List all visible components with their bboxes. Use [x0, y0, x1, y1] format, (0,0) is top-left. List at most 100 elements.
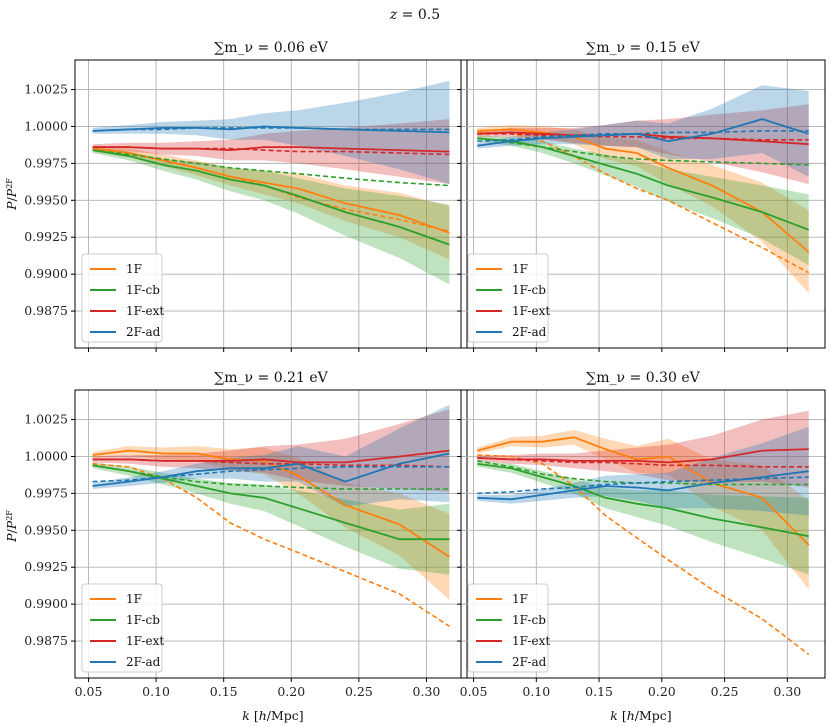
plot-area [477, 410, 810, 656]
x-tick-label: 0.20 [648, 684, 676, 699]
y-tick-label: 0.9975 [24, 485, 68, 500]
axes-frame [74, 389, 468, 679]
solid-line-1F [477, 436, 810, 546]
legend-label-1F-ext: 1F-ext [126, 634, 164, 648]
band-2F-ad [477, 85, 809, 177]
panel-3: 0.05 0.10 0.15 0.20 0.25 0.30 0.9875 0.9900 0.99… [24, 370, 468, 699]
solid-line-1F-cb [477, 137, 810, 231]
legend-label-1F: 1F [126, 592, 142, 606]
axes-frame [74, 59, 468, 349]
band-1F-ext [92, 409, 450, 492]
dashed-line-2F-ad [92, 465, 450, 483]
y-tick-label: 1.0025 [24, 412, 68, 427]
band-2F-ad [477, 426, 809, 516]
ylabel-top: P/P2F [4, 178, 19, 211]
legend-box [467, 583, 549, 673]
y-tick-label: 0.9950 [24, 192, 68, 207]
band-1F-ext [92, 119, 450, 185]
y-tick-label: 0.9950 [24, 522, 68, 537]
y-tick-label: 1.0000 [24, 448, 68, 463]
panel-title: ∑m_ν = 0.30 eV [586, 370, 700, 386]
band-1F-cb [92, 147, 450, 285]
dashed-line-1F [92, 463, 450, 627]
legend-box [81, 253, 163, 343]
x-tick-label: 0.20 [277, 684, 305, 699]
legend-label-1F-ext: 1F-ext [512, 634, 550, 648]
y-tick-label: 1.0000 [24, 118, 68, 133]
solid-line-1F-ext [92, 146, 450, 153]
band-1F-ext [477, 410, 809, 488]
y-tick-label: 0.9900 [24, 596, 68, 611]
x-tick-label: 0.25 [711, 684, 739, 699]
plot-area [92, 404, 450, 627]
y-tick-label: 0.9925 [24, 559, 68, 574]
x-tick-label: 0.25 [345, 684, 373, 699]
legend-box [81, 583, 163, 673]
band-1F [477, 125, 809, 294]
x-tick-label: 0.05 [460, 684, 488, 699]
solid-line-1F-ext [92, 449, 450, 464]
solid-line-2F-ad [92, 452, 450, 487]
xlabel-left: k [h/Mpc] [242, 708, 303, 723]
legend-label-2F-ad: 2F-ad [126, 655, 161, 669]
y-tick-label: 0.9875 [24, 303, 68, 318]
x-tick-label: 0.30 [773, 684, 801, 699]
solid-line-2F-ad [477, 118, 809, 147]
band-2F-ad [92, 80, 450, 185]
band-1F-cb [477, 135, 809, 266]
y-tick-label: 0.9875 [24, 633, 68, 648]
dashed-line-1F-cb [92, 464, 450, 490]
x-tick-label: 0.15 [210, 684, 238, 699]
legend-label-1F-cb: 1F-cb [126, 283, 160, 297]
legend-label-1F-ext: 1F-ext [126, 304, 164, 318]
axes-frame [460, 389, 826, 679]
band-1F-cb [92, 462, 450, 575]
solid-line-1F-cb [92, 464, 450, 541]
legend-label-2F-ad: 2F-ad [126, 325, 161, 339]
legend-label-1F: 1F [512, 262, 528, 276]
dashed-line-1F-ext [92, 458, 450, 468]
x-tick-label: 0.10 [522, 684, 550, 699]
dashed-line-1F-cb [92, 149, 450, 187]
panel-title: ∑m_ν = 0.21 eV [214, 370, 328, 386]
x-tick-label: 0.10 [142, 684, 170, 699]
ylabel-bottom: P/P2F [4, 510, 19, 543]
panel-4: 0.05 0.10 0.15 0.20 0.25 0.30 ∑m_ν = 0.30 eV 1F… [457, 370, 826, 699]
band-1F-cb [477, 460, 809, 575]
x-tick-label: 0.15 [585, 684, 613, 699]
panel-1: 0.9875 0.9900 0.9925 0.9950 0.9975 1.0000 1.00… [24, 40, 468, 352]
band-2F-ad [92, 404, 450, 507]
solid-line-1F-cb [92, 149, 450, 246]
y-tick-label: 0.9975 [24, 155, 68, 170]
suptitle: z = 0.5 [389, 7, 440, 23]
panel-title: ∑m_ν = 0.15 eV [586, 40, 700, 56]
axes-frame [460, 59, 826, 349]
solid-line-1F-ext [477, 448, 809, 464]
dashed-line-1F-cb [477, 460, 809, 486]
band-1F [92, 145, 450, 260]
plot-area [477, 85, 810, 294]
legend-label-2F-ad: 2F-ad [512, 325, 547, 339]
solid-line-1F-cb [477, 462, 809, 538]
y-tick-label: 0.9925 [24, 229, 68, 244]
legend-box [467, 253, 549, 343]
y-tick-label: 0.9900 [24, 266, 68, 281]
legend-label-1F: 1F [126, 262, 142, 276]
x-tick-label: 0.30 [413, 684, 441, 699]
legend-label-2F-ad: 2F-ad [512, 655, 547, 669]
band-1F [92, 446, 450, 600]
band-1F-ext [477, 104, 809, 185]
legend-label-1F-cb: 1F-cb [512, 613, 546, 627]
band-1F [477, 429, 809, 590]
xlabel-right: k [h/Mpc] [610, 708, 671, 723]
solid-line-1F [92, 147, 450, 234]
dashed-line-2F-ad [477, 130, 809, 142]
x-tick-label: 0.05 [75, 684, 103, 699]
plot-area [92, 80, 450, 285]
solid-line-1F [477, 128, 810, 253]
legend-label-1F-cb: 1F-cb [512, 283, 546, 297]
legend-label-1F: 1F [512, 592, 528, 606]
panel-2: ∑m_ν = 0.15 eV 1F 1F-cb 1F-ext 2F-ad [457, 40, 826, 352]
solid-line-2F-ad [477, 470, 809, 501]
